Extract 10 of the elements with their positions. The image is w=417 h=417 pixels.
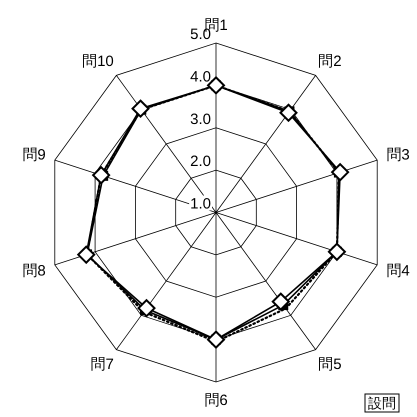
spoke-label: 問7	[90, 356, 114, 374]
spoke-label: 問3	[386, 146, 410, 164]
spoke-label: 問8	[22, 262, 46, 280]
spoke-label: 問4	[386, 262, 410, 280]
spoke-label: 問5	[318, 356, 342, 374]
spoke-label: 問2	[318, 52, 342, 70]
spoke-label: 問9	[22, 146, 46, 164]
spoke-label: 問10	[82, 52, 114, 70]
annotation: 設問	[364, 394, 400, 412]
spoke-label: 問6	[204, 392, 228, 409]
